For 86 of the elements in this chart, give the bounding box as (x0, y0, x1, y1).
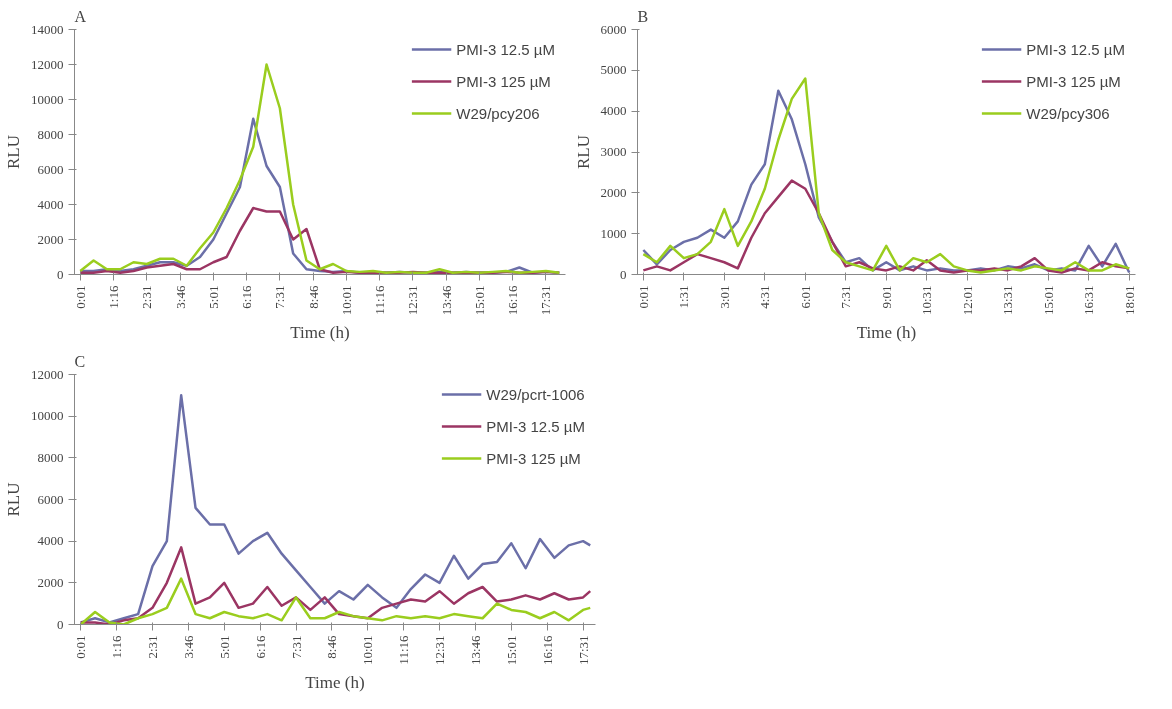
x-tick-label: 8:46 (324, 635, 340, 659)
y-tick-label: 2000 (600, 184, 627, 200)
x-tick-label: 8:46 (305, 285, 321, 309)
x-tick-label: 4:31 (757, 285, 773, 309)
x-tick-label: 9:01 (878, 285, 894, 309)
x-tick-label: 7:31 (288, 635, 304, 659)
x-tick-label: 0:01 (635, 285, 651, 309)
y-tick-label: 6000 (37, 491, 64, 507)
x-tick-label: 10:31 (919, 285, 935, 316)
y-tick-label: 4000 (600, 103, 627, 119)
x-tick-label: 7:31 (272, 285, 288, 309)
x-tick-label: 3:01 (716, 285, 732, 309)
x-tick-label: 2:31 (139, 285, 155, 309)
y-tick-label: 1000 (600, 225, 627, 241)
x-tick-label: 13:46 (438, 285, 454, 316)
x-axis-title: Time (h) (856, 323, 917, 343)
x-tick-label: 1:16 (106, 285, 122, 309)
y-tick-label: 4000 (37, 196, 64, 212)
x-tick-label: 17:31 (575, 635, 591, 666)
line-series (79, 577, 592, 625)
x-tick-label: 12:31 (405, 285, 421, 316)
y-tick-label: 0 (620, 266, 627, 282)
x-tick-label: 13:31 (1000, 285, 1016, 316)
y-tick-label: 8000 (37, 126, 64, 142)
x-tick-label: 15:01 (503, 635, 519, 666)
y-tick-label: 14000 (31, 21, 64, 37)
line-series (79, 546, 592, 625)
y-tick-label: 2000 (37, 231, 64, 247)
y-tick-label: 12000 (31, 56, 64, 72)
y-tick-label: 6000 (37, 161, 64, 177)
y-tick-label: 4000 (37, 533, 64, 549)
y-tick-label: 0 (57, 266, 64, 282)
x-tick-label: 6:01 (797, 285, 813, 309)
y-tick-label: 0 (57, 616, 64, 632)
x-tick-label: 17:31 (538, 285, 554, 316)
x-tick-label: 15:01 (471, 285, 487, 316)
legend-label: PMI-3 12.5 µM (1026, 40, 1125, 58)
x-tick-label: 15:01 (1040, 285, 1056, 316)
x-tick-label: 18:01 (1121, 285, 1137, 316)
legend-label: PMI-3 125 µM (1026, 72, 1121, 90)
x-tick-label: 12:01 (959, 285, 975, 316)
x-tick-label: 16:31 (1081, 285, 1097, 316)
x-tick-label: 3:46 (172, 285, 188, 309)
x-tick-label: 13:46 (467, 635, 483, 666)
legend-label: PMI-3 125 µM (486, 449, 581, 467)
x-tick-label: 10:01 (338, 285, 354, 316)
x-tick-label: 11:16 (372, 285, 388, 315)
y-tick-label: 12000 (31, 366, 64, 382)
y-tick-label: 2000 (37, 574, 64, 590)
legend-label: W29/pcy306 (1026, 104, 1110, 122)
legend-label: W29/pcrt-1006 (486, 385, 585, 403)
y-axis-title: RLU (4, 482, 23, 517)
x-tick-label: 1:16 (109, 635, 125, 659)
x-tick-label: 1:31 (676, 285, 692, 309)
legend-label: W29/pcy206 (456, 104, 540, 122)
x-axis-title: Time (h) (305, 673, 365, 693)
y-axis-title: RLU (573, 135, 593, 169)
y-tick-label: 10000 (31, 91, 64, 107)
y-tick-label: 5000 (600, 62, 627, 78)
y-tick-label: 6000 (600, 21, 627, 37)
legend-label: PMI-3 12.5 µM (456, 40, 555, 58)
line-series (79, 63, 561, 274)
x-tick-label: 16:16 (539, 635, 555, 666)
legend-label: PMI-3 12.5 µM (486, 417, 585, 435)
x-tick-label: 5:01 (205, 285, 221, 309)
x-tick-label: 2:31 (144, 635, 160, 659)
y-tick-label: 10000 (31, 408, 64, 424)
y-tick-label: 8000 (37, 449, 64, 465)
y-axis-title: RLU (4, 135, 23, 169)
x-tick-label: 3:46 (180, 635, 196, 659)
legend-label: PMI-3 125 µM (456, 72, 551, 90)
chart-title: A (74, 7, 87, 25)
x-tick-label: 10:01 (360, 635, 376, 666)
x-tick-label: 6:16 (252, 635, 268, 659)
x-tick-label: 7:31 (838, 285, 854, 309)
x-axis-title: Time (h) (290, 323, 350, 343)
y-tick-label: 3000 (600, 144, 627, 159)
x-tick-label: 6:16 (239, 285, 255, 309)
x-tick-label: 11:16 (396, 635, 412, 665)
x-tick-label: 5:01 (216, 635, 232, 659)
chart-title: C (74, 352, 86, 370)
x-tick-label: 12:31 (432, 635, 448, 666)
x-tick-label: 0:01 (72, 285, 88, 309)
x-tick-label: 0:01 (73, 635, 89, 659)
x-tick-label: 16:16 (505, 285, 521, 316)
chart-title: B (637, 7, 649, 25)
